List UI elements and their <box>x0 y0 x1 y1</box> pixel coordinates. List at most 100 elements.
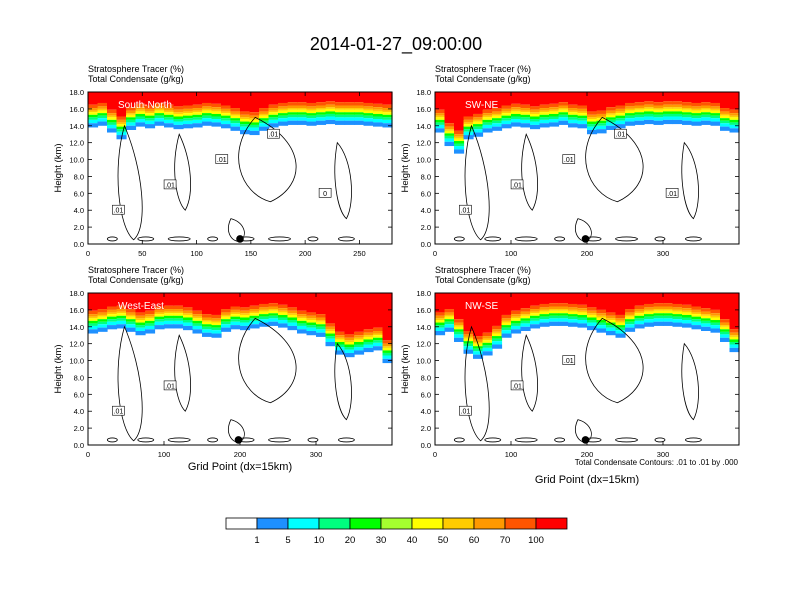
tracer-cell <box>625 115 636 119</box>
tracer-cell <box>202 293 213 315</box>
tracer-cell <box>354 108 365 110</box>
tracer-cell <box>221 309 232 313</box>
tracer-cell <box>325 331 336 334</box>
tracer-cell <box>549 318 560 322</box>
colorbar-swatch <box>349 517 382 530</box>
tracer-cell <box>221 108 232 112</box>
tracer-cell <box>325 333 336 337</box>
tracer-cell <box>568 316 579 320</box>
tracer-cell <box>558 105 569 109</box>
y-axis-label: Height (km) <box>400 143 411 192</box>
tracer-cell <box>135 109 146 112</box>
tracer-cell <box>316 329 327 333</box>
tracer-cell <box>710 92 721 103</box>
x-tick-label: 300 <box>657 249 670 258</box>
tracer-cell <box>192 114 203 118</box>
tracer-cell <box>530 119 541 122</box>
tracer-cell <box>88 329 99 334</box>
tracer-cell <box>558 120 569 125</box>
tracer-cell <box>492 108 503 112</box>
tracer-cell <box>192 323 203 326</box>
tracer-shading <box>88 293 393 364</box>
tracer-cell <box>183 124 194 129</box>
tracer-cell <box>316 120 327 125</box>
tracer-cell <box>97 327 108 332</box>
contour-label-box <box>510 179 524 190</box>
tracer-cell <box>625 121 636 126</box>
tracer-cell <box>135 293 146 313</box>
tracer-cell <box>126 312 137 315</box>
tracer-cell <box>164 117 175 120</box>
tracer-cell <box>454 329 465 332</box>
tracer-cell <box>354 92 365 103</box>
tracer-cell <box>653 120 664 125</box>
tracer-cell <box>454 326 465 330</box>
tracer-cell <box>701 320 712 324</box>
tracer-cell <box>278 115 289 119</box>
tracer-cell <box>249 130 260 136</box>
tracer-cell <box>306 113 317 116</box>
tracer-cell <box>154 108 165 111</box>
tracer-cell <box>363 113 374 116</box>
tracer-cell <box>259 316 270 320</box>
tracer-cell <box>344 293 355 335</box>
tracer-cell <box>644 319 655 323</box>
tracer-cell <box>644 104 655 108</box>
tracer-cell <box>268 92 279 105</box>
tracer-cell <box>373 119 384 123</box>
tracer-cell <box>530 121 541 125</box>
contour-label: 0 <box>323 191 327 198</box>
contour-line <box>464 124 490 241</box>
tracer-cell <box>344 120 355 125</box>
contour-label-box <box>665 188 679 198</box>
tracer-cell <box>316 109 327 113</box>
tracer-cell <box>691 121 702 126</box>
tracer-cell <box>306 293 317 313</box>
tracer-cell <box>606 331 617 336</box>
colorbar-swatch <box>504 517 537 530</box>
tracer-cell <box>183 307 194 311</box>
tracer-cell <box>587 317 598 321</box>
tracer-cell <box>325 341 336 347</box>
tracer-cell <box>634 108 645 110</box>
tracer-cell <box>164 104 175 109</box>
tracer-cell <box>88 123 99 128</box>
y-tick-label: 14.0 <box>69 323 84 332</box>
tracer-cell <box>316 332 327 337</box>
tracer-cell <box>154 102 165 107</box>
y-tick-label: 6.0 <box>74 189 84 198</box>
tracer-cell <box>268 104 279 109</box>
contour-label-box <box>112 405 125 416</box>
tracer-cell <box>454 134 465 137</box>
tracer-cell <box>316 314 327 318</box>
y-tick-label: 6.0 <box>421 189 431 198</box>
tracer-cell <box>373 103 384 108</box>
tracer-cell <box>268 306 279 310</box>
tracer-cell <box>230 321 241 326</box>
tracer-cell <box>596 116 607 119</box>
tracer-cell <box>691 113 702 116</box>
tracer-cell <box>720 337 731 342</box>
tracer-cell <box>644 293 655 304</box>
surface-marker <box>236 235 244 243</box>
tracer-cell <box>501 293 512 315</box>
tracer-cell <box>211 119 222 123</box>
contour-label: .01 <box>114 208 124 215</box>
tracer-cell <box>558 293 569 304</box>
tracer-cell <box>354 344 365 348</box>
tracer-cell <box>382 343 393 347</box>
tracer-cell <box>558 318 569 322</box>
tracer-cell <box>596 120 607 124</box>
tracer-cell <box>192 314 203 317</box>
tracer-cell <box>539 307 550 310</box>
tracer-cell <box>116 313 127 316</box>
tracer-cell <box>126 119 137 123</box>
tracer-cell <box>568 322 579 327</box>
tracer-cell <box>672 322 683 327</box>
tracer-cell <box>701 308 712 312</box>
tracer-cell <box>710 115 721 119</box>
tracer-cell <box>116 305 127 310</box>
tracer-cell <box>596 125 607 130</box>
contour-line <box>521 133 538 211</box>
tracer-cell <box>606 325 617 328</box>
